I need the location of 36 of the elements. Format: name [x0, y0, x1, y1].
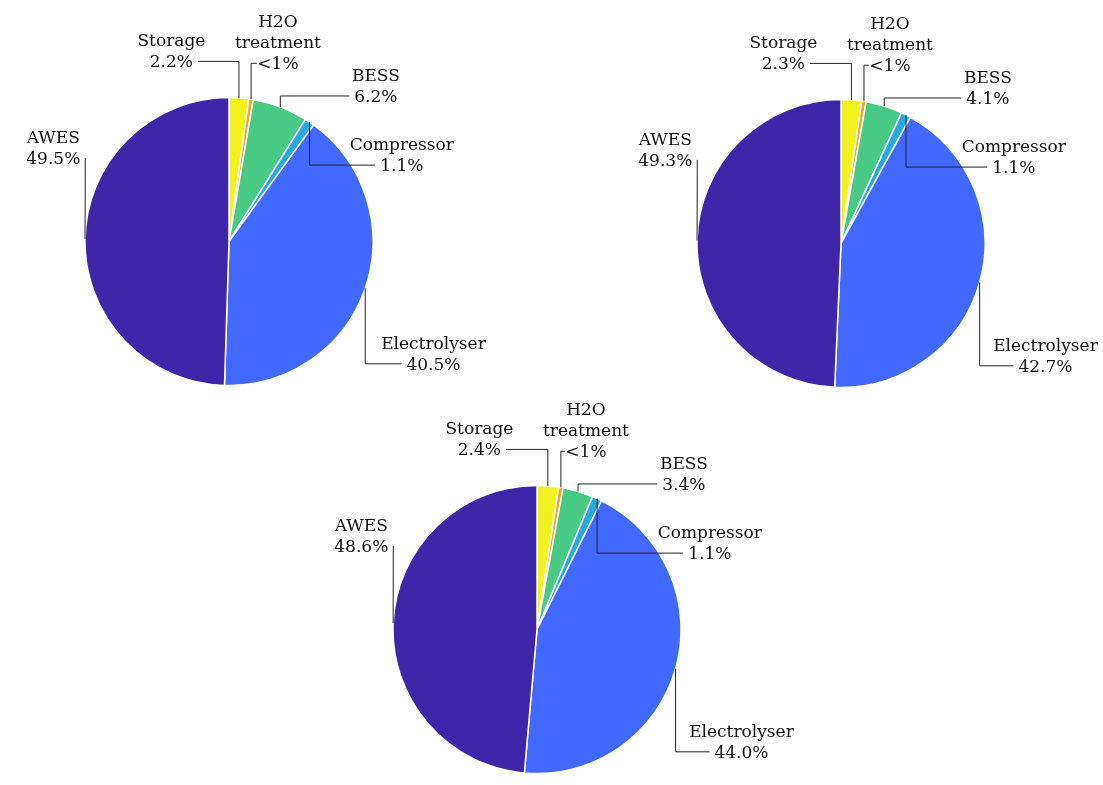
slice-label: Compressor: [657, 522, 763, 543]
slice-label: H2O treatment: [542, 399, 630, 441]
data-label: <1%: [869, 55, 911, 76]
data-label: 49.3%: [638, 149, 693, 170]
slice-label: Electrolyser: [381, 332, 487, 353]
slice-label: Compressor: [961, 136, 1067, 157]
data-label: 4.1%: [966, 87, 1010, 108]
data-label: <1%: [257, 53, 299, 74]
data-label: 6.2%: [354, 85, 398, 106]
slice-label: AWES: [333, 514, 388, 535]
data-label: 44.0%: [714, 741, 769, 762]
data-label: 48.6%: [334, 535, 389, 556]
data-label: 2.4%: [457, 439, 501, 460]
slice-label: H2O treatment: [234, 11, 322, 53]
slice-label: BESS: [351, 64, 400, 85]
data-label: 3.4%: [662, 473, 706, 494]
data-label: 1.1%: [688, 543, 732, 564]
data-label: 1.1%: [992, 157, 1036, 178]
slice-label: AWES: [25, 126, 80, 147]
data-label: 2.2%: [149, 51, 193, 72]
slice-label: BESS: [659, 452, 708, 473]
data-label: <1%: [565, 441, 607, 462]
data-label: 1.1%: [380, 155, 424, 176]
data-label: 2.3%: [761, 53, 805, 74]
data-label: 40.5%: [406, 353, 461, 374]
data-label: 49.5%: [26, 147, 81, 168]
slice-label: Storage: [749, 32, 818, 53]
slice-label: Electrolyser: [993, 334, 1099, 355]
slice-label: BESS: [963, 66, 1012, 87]
slice-label: Storage: [137, 30, 206, 51]
slice-label: Compressor: [349, 134, 455, 155]
slice-label: H2O treatment: [846, 13, 934, 55]
slice-label: Electrolyser: [689, 720, 795, 741]
slice-label: AWES: [637, 128, 692, 149]
data-label: 42.7%: [1018, 355, 1073, 376]
slice-label: Storage: [445, 418, 514, 439]
